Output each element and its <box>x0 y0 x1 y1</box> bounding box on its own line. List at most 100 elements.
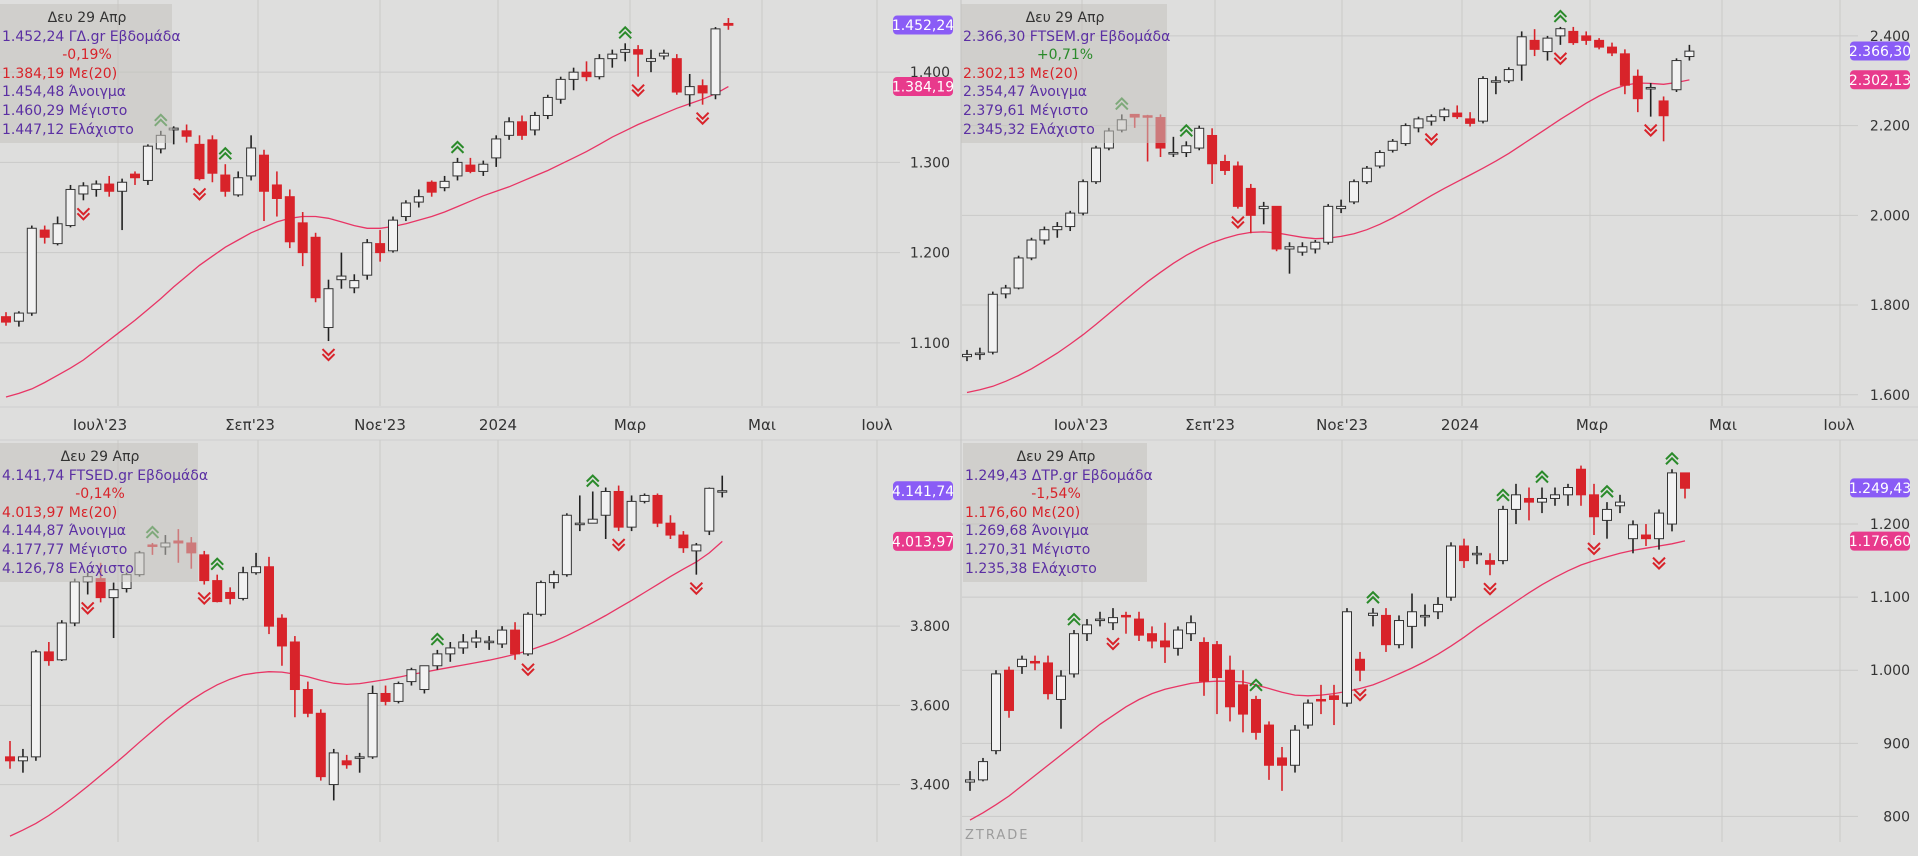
info-box-top-left: Δευ 29 Απρ 1.452,24 ΓΔ.gr Εβδομάδα -0,19… <box>0 4 181 144</box>
candle-up <box>458 634 469 654</box>
candle-up <box>108 582 119 639</box>
candle-up <box>1394 615 1404 649</box>
candle-up <box>78 182 89 201</box>
candle-up <box>1284 242 1295 274</box>
candle-up <box>65 184 76 228</box>
y-tick-label: 800 <box>1883 809 1910 825</box>
candle-body <box>1199 641 1209 682</box>
candle-up <box>323 279 334 342</box>
candle-body <box>1336 205 1347 210</box>
buy-signal-arrow <box>1067 612 1081 626</box>
candle-down <box>181 124 192 143</box>
candle-body <box>1013 257 1024 289</box>
candle-up <box>978 757 988 782</box>
candle-body <box>284 196 295 243</box>
moving-average-value: 1.384,19 Με(20) <box>2 65 118 82</box>
candle-body <box>264 566 274 627</box>
instrument-title[interactable]: 1.249,43 ΔΤΡ.gr Εβδομάδα <box>965 467 1153 484</box>
candle-body <box>962 353 972 358</box>
candle-down <box>212 574 223 603</box>
candle-down <box>1576 465 1586 506</box>
candle-body <box>1052 226 1063 231</box>
candle-body <box>987 293 998 353</box>
candle-body <box>1433 603 1443 613</box>
candle-up <box>354 752 365 773</box>
candle-down <box>43 641 54 666</box>
candle-body <box>1284 246 1295 250</box>
last-price-tag-bg <box>893 15 953 35</box>
candle-up <box>406 667 417 686</box>
candle-up <box>1387 139 1398 153</box>
y-tick-label: 1.100 <box>1870 590 1910 606</box>
candle-down <box>1277 746 1287 791</box>
candle-body <box>646 58 656 62</box>
candle-body <box>220 174 231 192</box>
instrument-title[interactable]: 4.141,74 FTSED.gr Εβδομάδα <box>2 467 209 484</box>
candle-up <box>658 49 669 60</box>
candle-body <box>225 591 236 599</box>
last-price-tag-bg <box>1850 41 1910 61</box>
candle-body <box>1264 724 1274 766</box>
candle-body <box>607 53 618 60</box>
candle-body <box>1056 675 1066 700</box>
candle-body <box>1490 80 1501 83</box>
candle-up <box>626 495 637 532</box>
candle-up <box>1069 630 1079 678</box>
y-tick-label: 2.400 <box>1870 29 1910 45</box>
candle-body <box>594 58 605 78</box>
candle-down <box>1529 29 1540 57</box>
high-value: 1.460,29 Μέγιστο <box>2 102 128 119</box>
candle-body <box>1039 229 1050 241</box>
candle-body <box>633 49 644 55</box>
instrument-title[interactable]: 1.452,24 ΓΔ.gr Εβδομάδα <box>2 28 181 45</box>
candle-body <box>91 183 102 190</box>
candle-body <box>341 760 352 766</box>
candle-body <box>1446 545 1456 598</box>
candle-up <box>639 493 650 504</box>
candle-up <box>974 347 985 360</box>
candle-down <box>723 18 734 30</box>
candle-body <box>30 651 41 758</box>
candle-up <box>1181 141 1192 158</box>
open-value: 1.269,68 Άνοιγμα <box>965 523 1090 540</box>
candle-up <box>251 552 262 575</box>
candle-body <box>1472 552 1482 556</box>
candle-down <box>1232 161 1243 209</box>
candle-body <box>413 196 424 203</box>
candle-body <box>207 139 218 174</box>
candle-body <box>652 494 663 524</box>
instrument-title[interactable]: 2.366,30 FTSEM.gr Εβδομάδα <box>963 28 1171 45</box>
candle-body <box>375 243 386 254</box>
candle-down <box>259 149 269 222</box>
candle-body <box>1082 624 1092 635</box>
candle-down <box>1619 49 1630 95</box>
sell-signal-arrow <box>321 348 336 362</box>
candle-down <box>1245 183 1256 234</box>
x-axis-label: Νοε'23 <box>1316 416 1368 434</box>
candle-body <box>1485 560 1495 565</box>
candle-up <box>1511 483 1521 525</box>
candle-body <box>400 202 411 218</box>
last-price-tag-bg <box>1850 478 1910 498</box>
candle-body <box>289 641 300 691</box>
candle-up <box>1303 699 1313 729</box>
x-axis-label: Μαι <box>1709 416 1737 434</box>
percent-change: -0,19% <box>62 47 112 64</box>
candle-up <box>587 491 598 524</box>
candle-up <box>574 495 585 532</box>
candle-up <box>445 641 456 662</box>
candle-body <box>17 756 28 762</box>
candle-body <box>1225 669 1235 708</box>
sell-signal-arrow <box>76 207 91 221</box>
candle-up <box>439 175 450 192</box>
sell-signal-arrow <box>521 663 535 677</box>
candle-up <box>1400 123 1411 146</box>
candle-body <box>704 487 715 532</box>
candle-body <box>1568 30 1579 44</box>
candle-down <box>104 175 115 197</box>
candle-body <box>108 589 119 599</box>
candle-up <box>1000 284 1011 299</box>
sell-signal-arrow <box>689 581 704 596</box>
candle-down <box>341 754 352 769</box>
